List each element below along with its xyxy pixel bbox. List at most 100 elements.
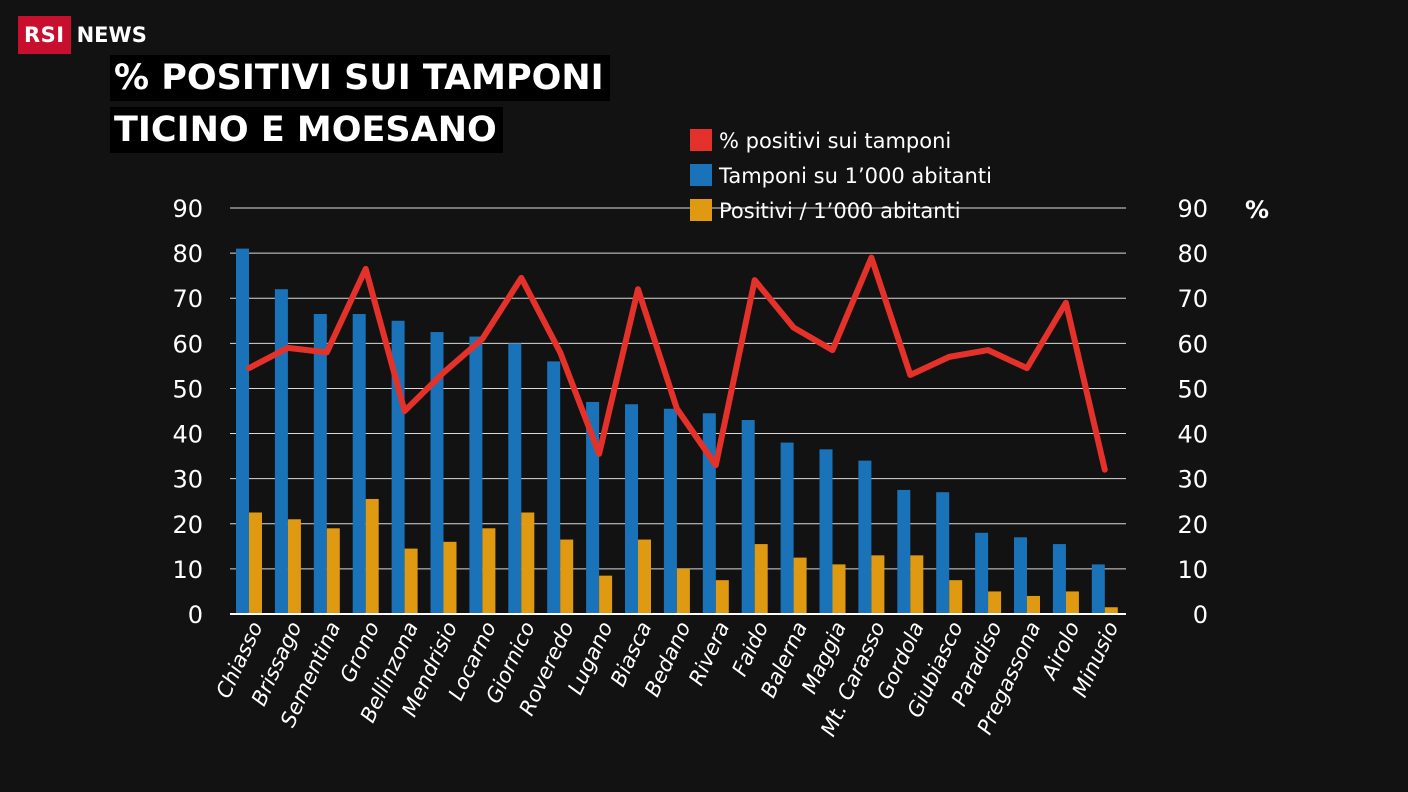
percent-point — [752, 277, 758, 283]
bar-tamponi — [625, 404, 638, 614]
y-tick-left: 10 — [172, 556, 203, 584]
percent-point — [441, 370, 446, 376]
bar-tamponi — [274, 289, 288, 614]
y-tick-left: 80 — [172, 240, 203, 268]
bar-tamponi — [975, 532, 989, 614]
percent-point — [557, 349, 563, 355]
right-axis-unit-label: % — [1245, 196, 1269, 224]
bar-positivi — [754, 544, 768, 614]
axis-ticks: 0 0 10 10 20 20 30 30 40 40 50 50 60 60 70 70 80 80 90 90 — [172, 195, 1208, 629]
bar-tamponi — [586, 401, 600, 614]
percent-point — [830, 347, 835, 353]
bar-tamponi — [897, 489, 911, 614]
percent-point — [518, 275, 524, 281]
bar-positivi — [1065, 591, 1079, 614]
y-tick-right: 0 — [1193, 601, 1208, 629]
page-title-line1: % POSITIVI SUI TAMPONI — [110, 55, 610, 101]
percent-point — [479, 336, 485, 342]
page-title-line2: TICINO E MOESANO — [110, 107, 503, 153]
y-tick-right: 30 — [1177, 466, 1208, 494]
y-tick-right: 10 — [1177, 556, 1208, 584]
bar-positivi — [326, 528, 340, 614]
category-labels: ChiassoBrissagoSementinaGronoBellinzonaM… — [211, 618, 1123, 740]
bar-positivi — [404, 548, 418, 614]
bar-positivi — [482, 528, 496, 614]
bar-positivi — [365, 498, 379, 614]
bar-tamponi — [936, 492, 950, 614]
bar-positivi — [910, 555, 924, 614]
percent-point — [868, 255, 874, 261]
bar-positivi — [676, 568, 690, 614]
bar-tamponi — [663, 408, 677, 614]
bar-tamponi — [819, 449, 833, 614]
legend-label-tamponi: Tamponi su 1’000 abitanti — [718, 164, 992, 188]
bar-positivi — [832, 564, 846, 614]
percent-point — [985, 347, 991, 353]
bar-tamponi — [780, 442, 794, 614]
bar-tamponi — [430, 332, 444, 614]
y-tick-right: 90 — [1177, 195, 1208, 223]
y-tick-left: 40 — [172, 421, 203, 449]
bar-positivi — [871, 555, 885, 614]
y-tick-right: 50 — [1177, 375, 1208, 403]
percent-point — [246, 365, 252, 371]
bar-positivi — [1104, 607, 1118, 614]
percent-point — [635, 286, 641, 292]
y-tick-left: 70 — [172, 285, 203, 313]
bar-tamponi — [236, 248, 249, 614]
percent-point — [907, 372, 913, 378]
bar-tamponi — [352, 314, 366, 614]
legend-label-percent: % positivi sui tamponi — [719, 129, 951, 153]
bar-positivi — [949, 580, 963, 614]
percent-point — [791, 325, 797, 331]
y-tick-left: 50 — [172, 375, 203, 403]
bar-tamponi — [858, 460, 872, 614]
legend-swatch-percent — [690, 129, 712, 151]
bar-tamponi — [508, 343, 522, 614]
percent-point — [402, 408, 408, 414]
bar-positivi — [249, 512, 262, 614]
bar-tamponi — [1014, 537, 1027, 614]
percent-line-layer — [246, 254, 1108, 473]
legend-swatch-tamponi — [690, 164, 712, 186]
y-tick-right: 70 — [1177, 285, 1208, 313]
bar-positivi — [1027, 595, 1040, 614]
news-logo-text: NEWS — [76, 23, 147, 47]
y-tick-right: 80 — [1177, 240, 1208, 268]
bar-positivi — [599, 575, 613, 614]
y-tick-left: 90 — [172, 195, 203, 223]
bar-tamponi — [1091, 564, 1105, 614]
bar-positivi — [521, 512, 535, 614]
bar-tamponi — [702, 413, 716, 614]
rsi-logo-box: RSI — [18, 16, 71, 54]
bar-positivi — [560, 539, 574, 614]
percent-point — [1024, 365, 1030, 371]
legend-swatch-positivi — [690, 199, 712, 221]
bar-positivi — [988, 591, 1002, 614]
percent-point — [674, 406, 680, 412]
y-tick-left: 30 — [172, 466, 203, 494]
y-tick-left: 20 — [172, 511, 203, 539]
percent-point — [713, 462, 719, 468]
bar-tamponi — [741, 420, 755, 614]
bar-positivi — [443, 541, 457, 614]
legend-label-positivi: Positivi / 1’000 abitanti — [719, 199, 961, 223]
bars — [236, 248, 1118, 614]
legend: % positivi sui tamponi Tamponi su 1’000 … — [690, 129, 992, 223]
bar-tamponi — [1052, 544, 1066, 614]
y-tick-right: 60 — [1177, 330, 1208, 358]
percent-point — [1102, 467, 1108, 473]
bar-tamponi — [547, 361, 561, 614]
bar-positivi — [287, 519, 301, 614]
percent-point — [363, 266, 369, 272]
percent-point — [324, 349, 330, 355]
percent-point — [1063, 300, 1069, 306]
percent-point — [596, 451, 602, 457]
bar-positivi — [638, 539, 651, 614]
percent-point — [285, 345, 291, 351]
bar-tamponi — [469, 336, 483, 614]
bar-positivi — [793, 557, 807, 614]
y-tick-right: 40 — [1177, 421, 1208, 449]
rsi-news-logo: RSI NEWS — [18, 16, 147, 54]
